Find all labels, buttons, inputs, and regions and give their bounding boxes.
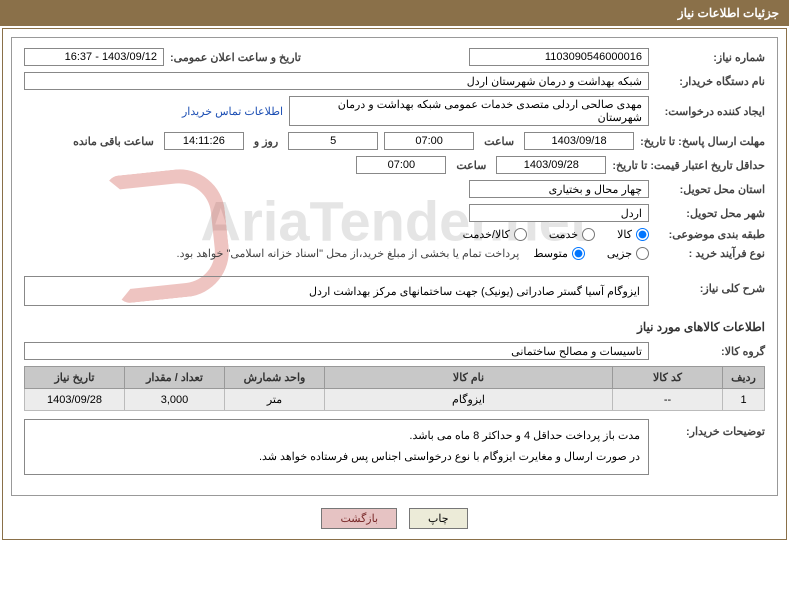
radio-partial-label: جزیی bbox=[607, 247, 632, 260]
group-label: گروه کالا: bbox=[655, 345, 765, 358]
buyer-org-label: نام دستگاه خریدار: bbox=[655, 75, 765, 88]
hour-label-1: ساعت bbox=[480, 135, 518, 148]
th-qty: تعداد / مقدار bbox=[125, 367, 225, 389]
td-row: 1 bbox=[723, 389, 765, 411]
row-buyer-desc: توضیحات خریدار: مدت باز پرداخت حداقل 4 و… bbox=[24, 419, 765, 475]
summary-value: ایزوگام آسیا گستر صادراتی (یونیک) جهت سا… bbox=[24, 276, 649, 306]
deadline-hour: 07:00 bbox=[384, 132, 474, 150]
days-remaining: 5 bbox=[288, 132, 378, 150]
th-row: ردیف bbox=[723, 367, 765, 389]
th-unit: واحد شمارش bbox=[225, 367, 325, 389]
validity-label: حداقل تاریخ اعتبار قیمت: تا تاریخ: bbox=[612, 159, 765, 172]
td-date: 1403/09/28 bbox=[25, 389, 125, 411]
button-row: چاپ بازگشت bbox=[11, 508, 778, 529]
td-code: -- bbox=[613, 389, 723, 411]
time-remaining: 14:11:26 bbox=[164, 132, 244, 150]
radio-medium-label: متوسط bbox=[533, 247, 568, 260]
buyer-desc-label: توضیحات خریدار: bbox=[655, 419, 765, 438]
row-summary: شرح کلی نیاز: ایزوگام آسیا گستر صادراتی … bbox=[24, 276, 765, 306]
radio-both-label: کالا/خدمت bbox=[463, 228, 510, 241]
need-no-value: 1103090546000016 bbox=[469, 48, 649, 66]
table-row: 1 -- ایزوگام متر 3,000 1403/09/28 bbox=[25, 389, 765, 411]
city-value: اردل bbox=[469, 204, 649, 222]
td-name: ایزوگام bbox=[325, 389, 613, 411]
table-header-row: ردیف کد کالا نام کالا واحد شمارش تعداد /… bbox=[25, 367, 765, 389]
row-process: نوع فرآیند خرید : جزیی متوسط پرداخت تمام… bbox=[24, 247, 765, 260]
row-deadline: مهلت ارسال پاسخ: تا تاریخ: 1403/09/18 سا… bbox=[24, 132, 765, 150]
validity-date: 1403/09/28 bbox=[496, 156, 606, 174]
buyer-desc-box: مدت باز پرداخت حداقل 4 و حداکثر 8 ماه می… bbox=[24, 419, 649, 475]
row-city: شهر محل تحویل: اردل bbox=[24, 204, 765, 222]
radio-partial[interactable]: جزیی bbox=[607, 247, 649, 260]
buyer-desc-line-2: در صورت ارسال و مغایرت ایزوگام با نوع در… bbox=[33, 447, 640, 468]
row-group: گروه کالا: تاسیسات و مصالح ساختمانی bbox=[24, 342, 765, 360]
td-qty: 3,000 bbox=[125, 389, 225, 411]
radio-service[interactable]: خدمت bbox=[549, 228, 595, 241]
province-label: استان محل تحویل: bbox=[655, 183, 765, 196]
radio-medium-input[interactable] bbox=[572, 247, 585, 260]
class-radio-group: کالا خدمت کالا/خدمت bbox=[463, 228, 649, 241]
row-need-number: شماره نیاز: 1103090546000016 تاریخ و ساع… bbox=[24, 48, 765, 66]
td-unit: متر bbox=[225, 389, 325, 411]
radio-service-label: خدمت bbox=[549, 228, 578, 241]
deadline-label: مهلت ارسال پاسخ: تا تاریخ: bbox=[640, 135, 765, 148]
requester-label: ایجاد کننده درخواست: bbox=[655, 105, 765, 118]
hour-label-2: ساعت bbox=[452, 159, 490, 172]
buyer-contact-link[interactable]: اطلاعات تماس خریدار bbox=[182, 105, 283, 118]
radio-service-input[interactable] bbox=[582, 228, 595, 241]
process-note: پرداخت تمام یا بخشی از مبلغ خرید،از محل … bbox=[177, 247, 520, 260]
deadline-date: 1403/09/18 bbox=[524, 132, 634, 150]
row-province: استان محل تحویل: چهار محال و بختیاری bbox=[24, 180, 765, 198]
radio-goods-label: کالا bbox=[617, 228, 632, 241]
announce-label: تاریخ و ساعت اعلان عمومی: bbox=[170, 51, 301, 64]
form-container: AriaTender.net شماره نیاز: 1103090546000… bbox=[11, 37, 778, 496]
remain-suffix: ساعت باقی مانده bbox=[69, 135, 158, 148]
goods-section-title: اطلاعات کالاهای مورد نیاز bbox=[24, 320, 765, 334]
page-header: جزئیات اطلاعات نیاز bbox=[0, 0, 789, 26]
requester-value: مهدی صالحی اردلی متصدی خدمات عمومی شبکه … bbox=[289, 96, 649, 126]
row-requester: ایجاد کننده درخواست: مهدی صالحی اردلی مت… bbox=[24, 96, 765, 126]
buyer-org-value: شبکه بهداشت و درمان شهرستان اردل bbox=[24, 72, 649, 90]
th-code: کد کالا bbox=[613, 367, 723, 389]
radio-goods-input[interactable] bbox=[636, 228, 649, 241]
city-label: شهر محل تحویل: bbox=[655, 207, 765, 220]
outer-frame: AriaTender.net شماره نیاز: 1103090546000… bbox=[2, 28, 787, 540]
print-button[interactable]: چاپ bbox=[409, 508, 468, 529]
process-label: نوع فرآیند خرید : bbox=[655, 247, 765, 260]
validity-hour: 07:00 bbox=[356, 156, 446, 174]
radio-both[interactable]: کالا/خدمت bbox=[463, 228, 527, 241]
th-date: تاریخ نیاز bbox=[25, 367, 125, 389]
buyer-desc-line-1: مدت باز پرداخت حداقل 4 و حداکثر 8 ماه می… bbox=[33, 426, 640, 447]
radio-both-input[interactable] bbox=[514, 228, 527, 241]
th-name: نام کالا bbox=[325, 367, 613, 389]
radio-goods[interactable]: کالا bbox=[617, 228, 649, 241]
radio-partial-input[interactable] bbox=[636, 247, 649, 260]
province-value: چهار محال و بختیاری bbox=[469, 180, 649, 198]
need-no-label: شماره نیاز: bbox=[655, 51, 765, 64]
summary-label: شرح کلی نیاز: bbox=[655, 276, 765, 306]
process-radio-group: جزیی متوسط bbox=[533, 247, 649, 260]
row-buyer-org: نام دستگاه خریدار: شبکه بهداشت و درمان ش… bbox=[24, 72, 765, 90]
back-button[interactable]: بازگشت bbox=[321, 508, 397, 529]
announce-value: 1403/09/12 - 16:37 bbox=[24, 48, 164, 66]
days-label: روز و bbox=[250, 135, 282, 148]
row-classification: طبقه بندی موضوعی: کالا خدمت کالا/خدمت bbox=[24, 228, 765, 241]
page-title: جزئیات اطلاعات نیاز bbox=[678, 6, 779, 20]
radio-medium[interactable]: متوسط bbox=[533, 247, 585, 260]
goods-table: ردیف کد کالا نام کالا واحد شمارش تعداد /… bbox=[24, 366, 765, 411]
class-label: طبقه بندی موضوعی: bbox=[655, 228, 765, 241]
group-value: تاسیسات و مصالح ساختمانی bbox=[24, 342, 649, 360]
row-validity: حداقل تاریخ اعتبار قیمت: تا تاریخ: 1403/… bbox=[24, 156, 765, 174]
